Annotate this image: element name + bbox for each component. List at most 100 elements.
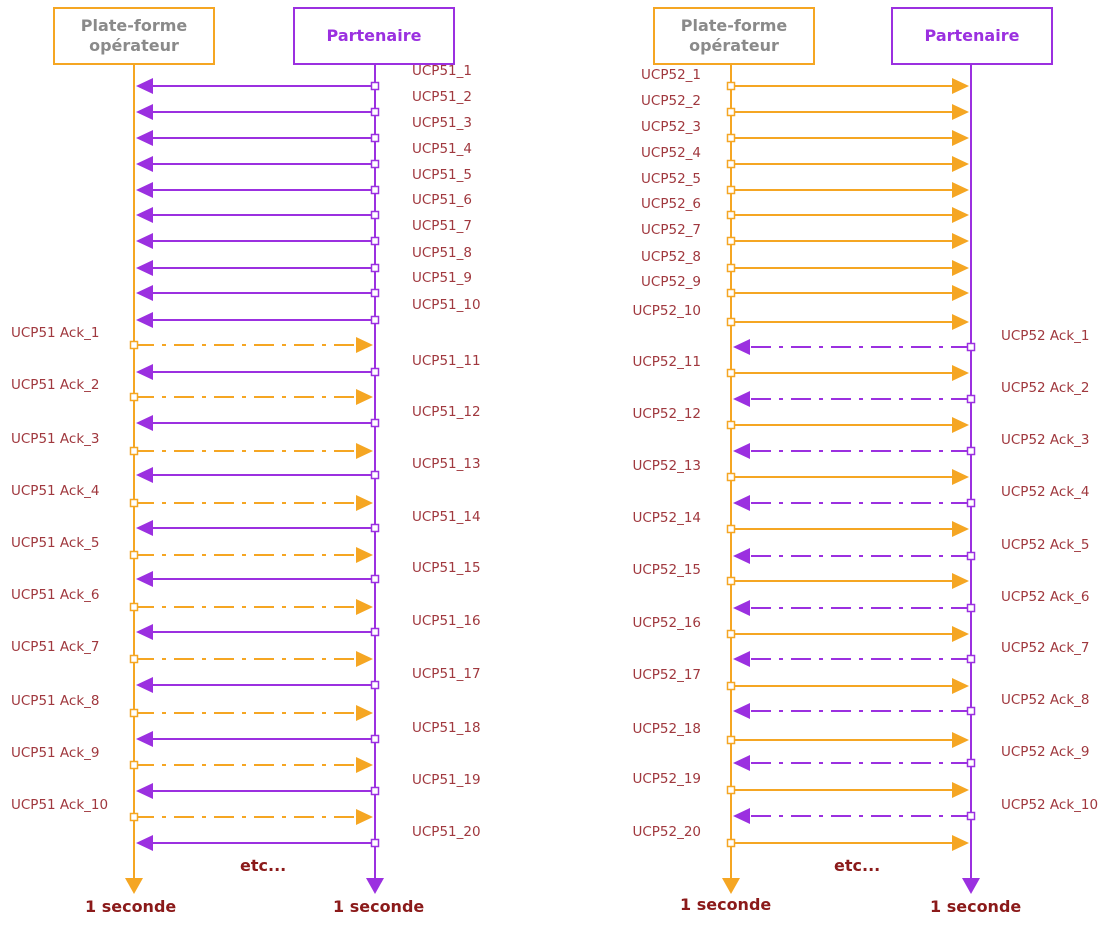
right-message-label-6: UCP52_6 <box>641 196 701 212</box>
left-message-arrow-11-head <box>136 364 153 380</box>
right-message-label-14: UCP52_14 <box>632 510 701 526</box>
left-ack-label-10: UCP51 Ack_10 <box>11 797 109 813</box>
left-message-arrow-12-origin <box>370 418 380 428</box>
right-message-arrow-20-head <box>952 835 969 851</box>
left-message-arrow-13-head <box>136 467 153 483</box>
left-message-label-6: UCP51_6 <box>412 192 472 208</box>
left-message-label-15: UCP51_15 <box>412 560 481 576</box>
left-message-label-20: UCP51_20 <box>412 824 481 840</box>
left-ack-arrow-10-head <box>356 809 373 825</box>
left-message-arrow-14-origin <box>370 523 380 533</box>
left-partner-title: Partenaire <box>326 26 422 45</box>
right-ack-arrow-3-origin <box>966 446 976 456</box>
right-ack-arrow-4-head <box>733 495 750 511</box>
right-ack-label-9: UCP52 Ack_9 <box>1001 744 1090 760</box>
right-message-arrow-11-origin <box>726 368 736 378</box>
right-ack-label-4: UCP52 Ack_4 <box>1001 484 1090 500</box>
right-ack-label-6: UCP52 Ack_6 <box>1001 589 1090 605</box>
left-ack-arrow-2-origin <box>129 392 139 402</box>
right-message-arrow-19-origin <box>726 785 736 795</box>
left-ack-arrow-8-origin <box>129 708 139 718</box>
right-operator-header: Plate-forme opérateur <box>653 7 815 65</box>
left-ack-arrow-4-origin <box>129 498 139 508</box>
left-message-arrow-15-origin <box>370 574 380 584</box>
right-ack-label-8: UCP52 Ack_8 <box>1001 692 1090 708</box>
left-message-arrow-2-head <box>136 104 153 120</box>
right-message-arrow-16-origin <box>726 629 736 639</box>
left-message-label-13: UCP51_13 <box>412 456 481 472</box>
left-message-arrow-1-head <box>136 78 153 94</box>
left-operator-header: Plate-forme opérateur <box>53 7 215 65</box>
left-message-label-8: UCP51_8 <box>412 245 472 261</box>
left-ack-arrow-7-origin <box>129 654 139 664</box>
right-message-arrow-18-head <box>952 732 969 748</box>
right-ack-arrow-1-origin <box>966 342 976 352</box>
right-ack-arrow-7-head <box>733 651 750 667</box>
left-message-label-14: UCP51_14 <box>412 509 481 525</box>
right-ack-label-5: UCP52 Ack_5 <box>1001 537 1090 553</box>
right-message-arrow-1-head <box>952 78 969 94</box>
right-operator-lifeline-arrowhead <box>722 878 740 894</box>
right-ack-arrow-8-head <box>733 703 750 719</box>
right-message-arrow-6-head <box>952 207 969 223</box>
left-message-label-5: UCP51_5 <box>412 167 472 183</box>
right-message-label-13: UCP52_13 <box>632 458 701 474</box>
right-message-arrow-5-origin <box>726 185 736 195</box>
left-message-arrow-9-origin <box>370 288 380 298</box>
left-message-arrow-1-origin <box>370 81 380 91</box>
right-ack-arrow-7-origin <box>966 654 976 664</box>
right-ack-arrow-1-head <box>733 339 750 355</box>
left-ack-label-4: UCP51 Ack_4 <box>11 483 100 499</box>
right-operator-title: Plate-forme opérateur <box>680 16 788 55</box>
left-ack-arrow-10-origin <box>129 812 139 822</box>
right-message-arrow-14-head <box>952 521 969 537</box>
right-message-arrow-20-origin <box>726 838 736 848</box>
right-message-arrow-3-origin <box>726 133 736 143</box>
right-message-label-15: UCP52_15 <box>632 562 701 578</box>
right-message-arrow-9-head <box>952 285 969 301</box>
left-message-arrow-14-head <box>136 520 153 536</box>
left-message-label-7: UCP51_7 <box>412 218 472 234</box>
right-message-arrow-6-origin <box>726 210 736 220</box>
right-message-arrow-2-head <box>952 104 969 120</box>
right-operator-footer: 1 seconde <box>680 895 772 914</box>
right-ack-label-10: UCP52 Ack_10 <box>1001 797 1099 813</box>
right-partner-title: Partenaire <box>924 26 1020 45</box>
right-message-arrow-17-origin <box>726 681 736 691</box>
right-ack-arrow-4-origin <box>966 498 976 508</box>
right-message-label-8: UCP52_8 <box>641 249 701 265</box>
left-message-arrow-8-origin <box>370 263 380 273</box>
right-ack-arrow-2-origin <box>966 394 976 404</box>
left-ack-arrow-3-origin <box>129 446 139 456</box>
left-message-label-12: UCP51_12 <box>412 404 481 420</box>
left-operator-lifeline-arrowhead <box>125 878 143 894</box>
left-message-arrow-18-head <box>136 731 153 747</box>
left-ack-arrow-5-head <box>356 547 373 563</box>
left-partner-header: Partenaire <box>293 7 455 65</box>
left-message-label-9: UCP51_9 <box>412 270 472 286</box>
right-ack-label-2: UCP52 Ack_2 <box>1001 380 1090 396</box>
left-operator-title: Plate-forme opérateur <box>80 16 188 55</box>
right-message-label-12: UCP52_12 <box>632 406 701 422</box>
right-message-arrow-11-head <box>952 365 969 381</box>
left-message-arrow-2-origin <box>370 107 380 117</box>
right-message-arrow-12-origin <box>726 420 736 430</box>
left-message-arrow-18-origin <box>370 734 380 744</box>
left-ack-arrow-6-head <box>356 599 373 615</box>
left-partner-lifeline-arrowhead <box>366 878 384 894</box>
left-ack-arrow-9-origin <box>129 760 139 770</box>
left-message-label-1: UCP51_1 <box>412 63 472 79</box>
left-message-arrow-7-origin <box>370 236 380 246</box>
right-message-label-10: UCP52_10 <box>632 303 701 319</box>
right-ack-arrow-8-origin <box>966 706 976 716</box>
right-ack-arrow-6-head <box>733 600 750 616</box>
right-message-arrow-18-origin <box>726 735 736 745</box>
right-message-arrow-13-head <box>952 469 969 485</box>
left-ack-label-7: UCP51 Ack_7 <box>11 639 100 655</box>
left-message-arrow-4-origin <box>370 159 380 169</box>
right-message-label-2: UCP52_2 <box>641 93 701 109</box>
left-message-arrow-3-origin <box>370 133 380 143</box>
right-message-arrow-15-origin <box>726 576 736 586</box>
left-ack-arrow-8-head <box>356 705 373 721</box>
